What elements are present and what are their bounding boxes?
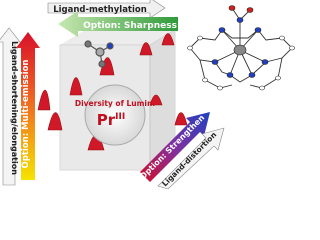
left-arrow-label: Ligand-shortening/elongation <box>10 41 19 175</box>
top-arrow-label: Ligand-methylation <box>53 5 147 15</box>
atoms <box>187 5 295 91</box>
multi-emission-arrow <box>16 32 40 180</box>
ligand-icon <box>84 40 114 68</box>
pr-oxidation: III <box>115 112 125 122</box>
left-arrow <box>0 27 21 186</box>
pr: Pr <box>97 111 116 129</box>
sharpness-label: Option: Sharpness <box>83 21 177 31</box>
diversity-label: Diversity of Lumin. <box>75 99 155 108</box>
multi-emission-label: Option: Multi-emission <box>21 60 31 169</box>
graphical-abstract: Ligand-methylation Option: Sharpness Lig… <box>0 0 295 189</box>
center-circle <box>84 84 146 146</box>
strengthen-arrow <box>140 112 210 182</box>
top-arrow <box>47 0 166 19</box>
pr-label: PrIII <box>97 111 125 129</box>
sharpness-arrow <box>58 11 178 37</box>
distortion-arrow <box>157 127 225 189</box>
